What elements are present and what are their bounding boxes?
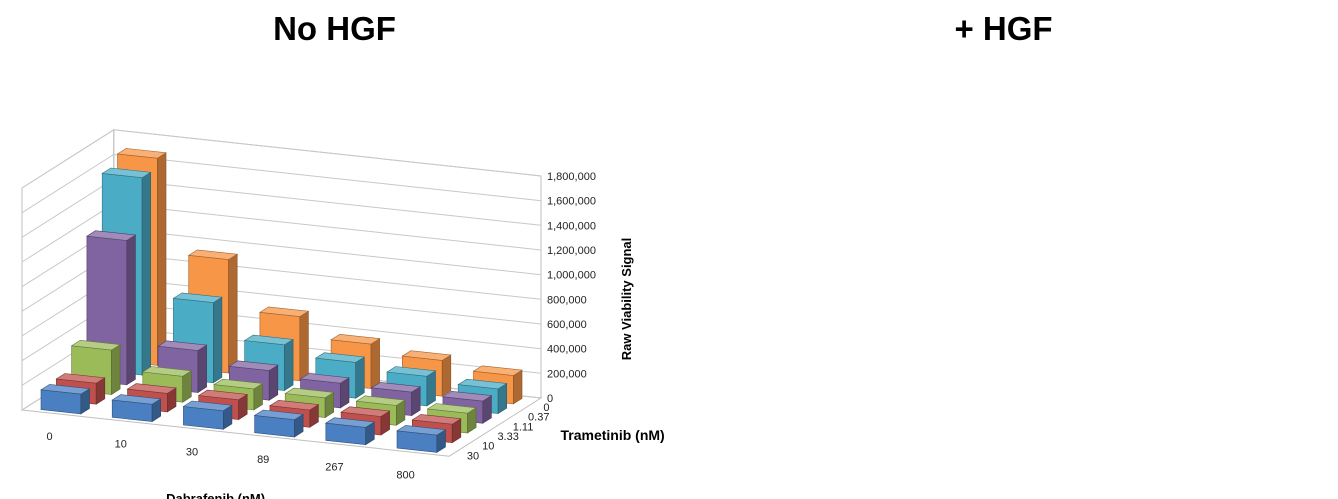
bar-top	[55, 373, 106, 384]
chart-title: + HGF	[954, 10, 1053, 47]
y-axis-label: Trametinib (nM)	[561, 427, 665, 443]
x-axis-ticks: 0 10 30 89 267 800	[47, 431, 415, 482]
bar-side	[284, 338, 294, 392]
bar-top	[472, 365, 523, 376]
z-axis-label: Raw Viability Signal	[619, 238, 634, 361]
bar	[40, 384, 91, 415]
bar-top	[157, 340, 208, 351]
bar-side	[126, 234, 136, 386]
x-tick-label: 89	[257, 454, 269, 466]
bar-side	[426, 370, 436, 407]
bar-top	[284, 387, 335, 399]
bar-side	[157, 152, 167, 366]
bar-top	[70, 339, 121, 351]
bar	[111, 394, 162, 423]
bar-top	[259, 306, 310, 317]
z-tick-label: 800,000	[547, 294, 587, 306]
x-tick-label: 30	[186, 446, 198, 458]
z-tick-label: 0	[547, 393, 553, 405]
bar-top	[40, 384, 91, 395]
bar-top	[386, 366, 437, 377]
bar-side	[213, 296, 223, 384]
bar-side	[441, 354, 452, 397]
chart-plus-hgf: 0200,000400,000600,000800,0001,000,0001,…	[669, 0, 1338, 499]
bar-side	[268, 364, 279, 401]
bar-top	[396, 425, 447, 436]
bar	[324, 417, 376, 446]
y-tick-label: 1.11	[513, 421, 534, 433]
x-axis-label: Dabrafenib (nM)	[166, 491, 265, 499]
z-axis-ticks: 0 200,000 400,000 600,000 800,000 1,000,000 1,…	[547, 171, 596, 405]
bar-top	[401, 350, 452, 361]
panel-no-hgf: No HGF 0 200,000 400,000 600,000 800,000 1,00…	[20, 10, 665, 499]
bar-top	[253, 409, 304, 421]
x-tick-label: 800	[396, 469, 414, 481]
x-tick-label: 267	[325, 462, 343, 474]
z-tick-label: 1,000,000	[547, 270, 596, 282]
bar-top	[426, 403, 477, 414]
bar-top	[370, 382, 422, 393]
chart-title: No HGF	[273, 10, 396, 47]
z-tick-label: 400,000	[547, 344, 587, 356]
z-tick-label: 1,200,000	[547, 245, 596, 257]
bar-top	[457, 378, 508, 390]
z-tick-label: 1,600,000	[547, 196, 596, 208]
bar-top	[411, 414, 462, 425]
bar-top	[86, 230, 137, 241]
gridline	[21, 129, 542, 189]
y-tick-label: 0	[543, 402, 549, 414]
y-tick-label: 30	[467, 450, 479, 462]
bar	[253, 409, 304, 438]
bar-top	[141, 366, 193, 377]
gridline	[21, 178, 542, 238]
bar	[396, 425, 447, 453]
bar-top	[197, 389, 249, 401]
x-tick-label: 0	[47, 431, 53, 443]
bar-top	[213, 378, 264, 390]
chart-no-hgf: 0 200,000 400,000 600,000 800,000 1,000,000 1,…	[20, 128, 665, 499]
bar-top	[111, 394, 162, 405]
bar-top	[299, 373, 350, 384]
bar-side	[299, 310, 309, 382]
bars	[40, 148, 523, 453]
bar-top	[442, 390, 493, 402]
z-tick-label: 200,000	[547, 368, 587, 380]
bar-top	[228, 360, 279, 371]
z-tick-label: 1,800,000	[547, 171, 596, 183]
bar-top	[172, 292, 223, 303]
bar-side	[228, 253, 238, 374]
bar-top	[330, 333, 381, 345]
bar-side	[513, 369, 523, 405]
bar	[182, 400, 233, 430]
bar-top	[243, 334, 294, 346]
bar-side	[370, 338, 380, 390]
bar-side	[111, 344, 121, 396]
bar-top	[187, 249, 239, 260]
z-tick-label: 600,000	[547, 319, 587, 331]
bar-top	[116, 148, 167, 159]
y-tick-label: 3.33	[497, 431, 518, 443]
bar-top	[182, 400, 233, 412]
bar-top	[269, 399, 320, 411]
bar-top	[324, 417, 376, 428]
bar-top	[355, 395, 406, 406]
bar-top	[314, 352, 366, 363]
bar-side	[197, 344, 207, 394]
bar-top	[126, 383, 177, 394]
z-tick-label: 1,400,000	[547, 220, 596, 232]
x-tick-label: 10	[115, 439, 127, 451]
bar-side	[355, 356, 365, 399]
y-tick-label: 10	[482, 441, 494, 453]
bar-top	[101, 167, 152, 179]
bar-side	[141, 171, 151, 376]
panel-plus-hgf: + HGF 0200,000400,000600,000800,0001,000…	[669, 0, 1338, 499]
gridline	[21, 153, 542, 214]
y-tick-label: 0.37	[528, 412, 549, 424]
bar-top	[340, 406, 391, 417]
